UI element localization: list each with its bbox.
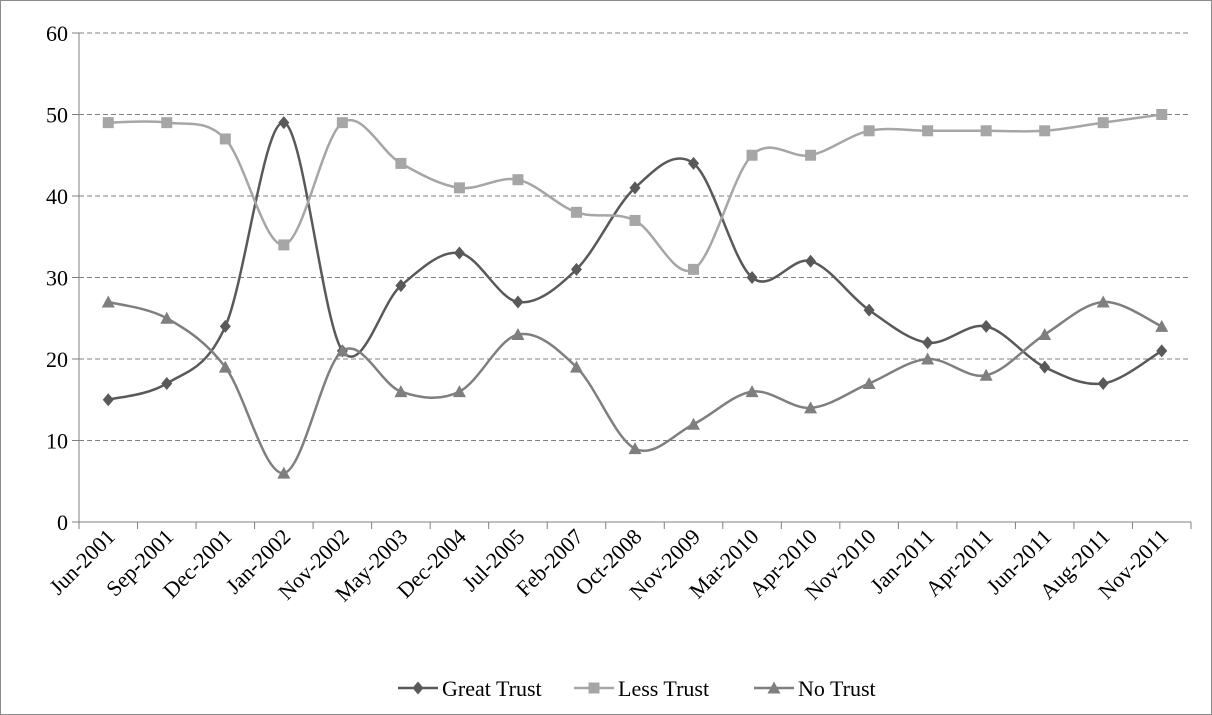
data-point-great-trust xyxy=(278,116,290,130)
data-point-great-trust xyxy=(1156,344,1168,358)
data-point-no-trust xyxy=(511,328,525,341)
legend-marker-great-trust xyxy=(412,681,424,695)
data-point-no-trust xyxy=(1038,328,1052,341)
data-point-great-trust xyxy=(688,156,700,170)
legend: Great Trust Less Trust No Trust xyxy=(398,676,876,701)
data-point-no-trust xyxy=(862,376,876,389)
data-point-less-trust xyxy=(395,157,407,169)
data-point-less-trust xyxy=(1156,109,1168,120)
data-point-less-trust xyxy=(1097,117,1109,129)
data-point-great-trust xyxy=(629,181,641,195)
y-tick-label: 0 xyxy=(57,510,68,535)
data-point-great-trust xyxy=(863,303,875,317)
data-point-less-trust xyxy=(863,125,875,137)
series-lines xyxy=(101,109,1169,479)
data-point-no-trust xyxy=(745,385,759,398)
data-point-great-trust xyxy=(1039,360,1051,374)
data-point-no-trust xyxy=(277,466,291,479)
data-point-less-trust xyxy=(688,263,700,275)
data-point-less-trust xyxy=(746,149,758,161)
series-less-trust xyxy=(102,109,1168,275)
data-point-great-trust xyxy=(161,376,173,390)
data-point-less-trust xyxy=(570,206,582,218)
y-tick-label: 10 xyxy=(46,429,68,454)
data-point-great-trust xyxy=(980,319,992,333)
data-point-no-trust xyxy=(394,385,408,398)
data-point-less-trust xyxy=(1039,125,1051,137)
series-great-trust xyxy=(102,116,1168,407)
legend-label-no-trust: No Trust xyxy=(798,676,876,701)
data-point-less-trust xyxy=(980,125,992,137)
y-tick-label: 60 xyxy=(46,21,68,46)
data-point-no-trust xyxy=(1096,295,1110,308)
data-point-no-trust xyxy=(921,352,935,365)
data-point-great-trust xyxy=(1097,376,1109,390)
data-point-no-trust xyxy=(569,360,583,373)
data-point-great-trust xyxy=(512,295,524,309)
data-point-no-trust xyxy=(687,417,701,430)
axes: 0102030405060Jun-2001Sep-2001Dec-2001Jan… xyxy=(44,21,1192,606)
series-no-trust xyxy=(101,295,1169,479)
legend-item-no-trust: No Trust xyxy=(754,676,876,701)
data-point-less-trust xyxy=(161,117,173,129)
data-point-no-trust xyxy=(160,311,174,324)
data-point-less-trust xyxy=(102,117,114,129)
data-point-great-trust xyxy=(395,279,407,293)
data-point-no-trust xyxy=(979,368,993,381)
data-point-less-trust xyxy=(512,174,524,186)
data-point-less-trust xyxy=(219,133,231,145)
data-point-great-trust xyxy=(805,254,817,268)
data-point-no-trust xyxy=(335,344,349,357)
data-point-great-trust xyxy=(102,393,114,407)
data-point-less-trust xyxy=(453,182,465,194)
data-point-great-trust xyxy=(453,246,465,260)
legend-label-less-trust: Less Trust xyxy=(618,676,709,701)
y-tick-label: 50 xyxy=(46,103,68,128)
data-point-less-trust xyxy=(922,125,934,137)
y-tick-label: 20 xyxy=(46,347,68,372)
data-point-great-trust xyxy=(922,336,934,350)
data-point-no-trust xyxy=(1155,319,1169,332)
data-point-less-trust xyxy=(805,149,817,161)
legend-marker-no-trust xyxy=(767,681,781,694)
data-point-no-trust xyxy=(452,385,466,398)
legend-item-less-trust: Less Trust xyxy=(574,676,709,701)
data-point-great-trust xyxy=(746,271,758,284)
legend-marker-less-trust xyxy=(588,682,600,694)
legend-label-great-trust: Great Trust xyxy=(442,676,542,701)
data-point-great-trust xyxy=(570,262,582,276)
series-line-great-trust xyxy=(107,121,1163,401)
data-point-no-trust xyxy=(804,401,818,414)
data-point-great-trust xyxy=(219,319,231,333)
data-point-no-trust xyxy=(628,442,642,455)
y-tick-label: 30 xyxy=(46,266,68,291)
legend-item-great-trust: Great Trust xyxy=(398,676,542,701)
data-point-less-trust xyxy=(278,239,290,251)
y-tick-label: 40 xyxy=(46,184,68,209)
data-point-no-trust xyxy=(101,295,115,308)
data-point-less-trust xyxy=(336,117,348,129)
data-point-no-trust xyxy=(218,360,232,373)
data-point-less-trust xyxy=(629,214,641,226)
gridlines xyxy=(79,32,1191,441)
